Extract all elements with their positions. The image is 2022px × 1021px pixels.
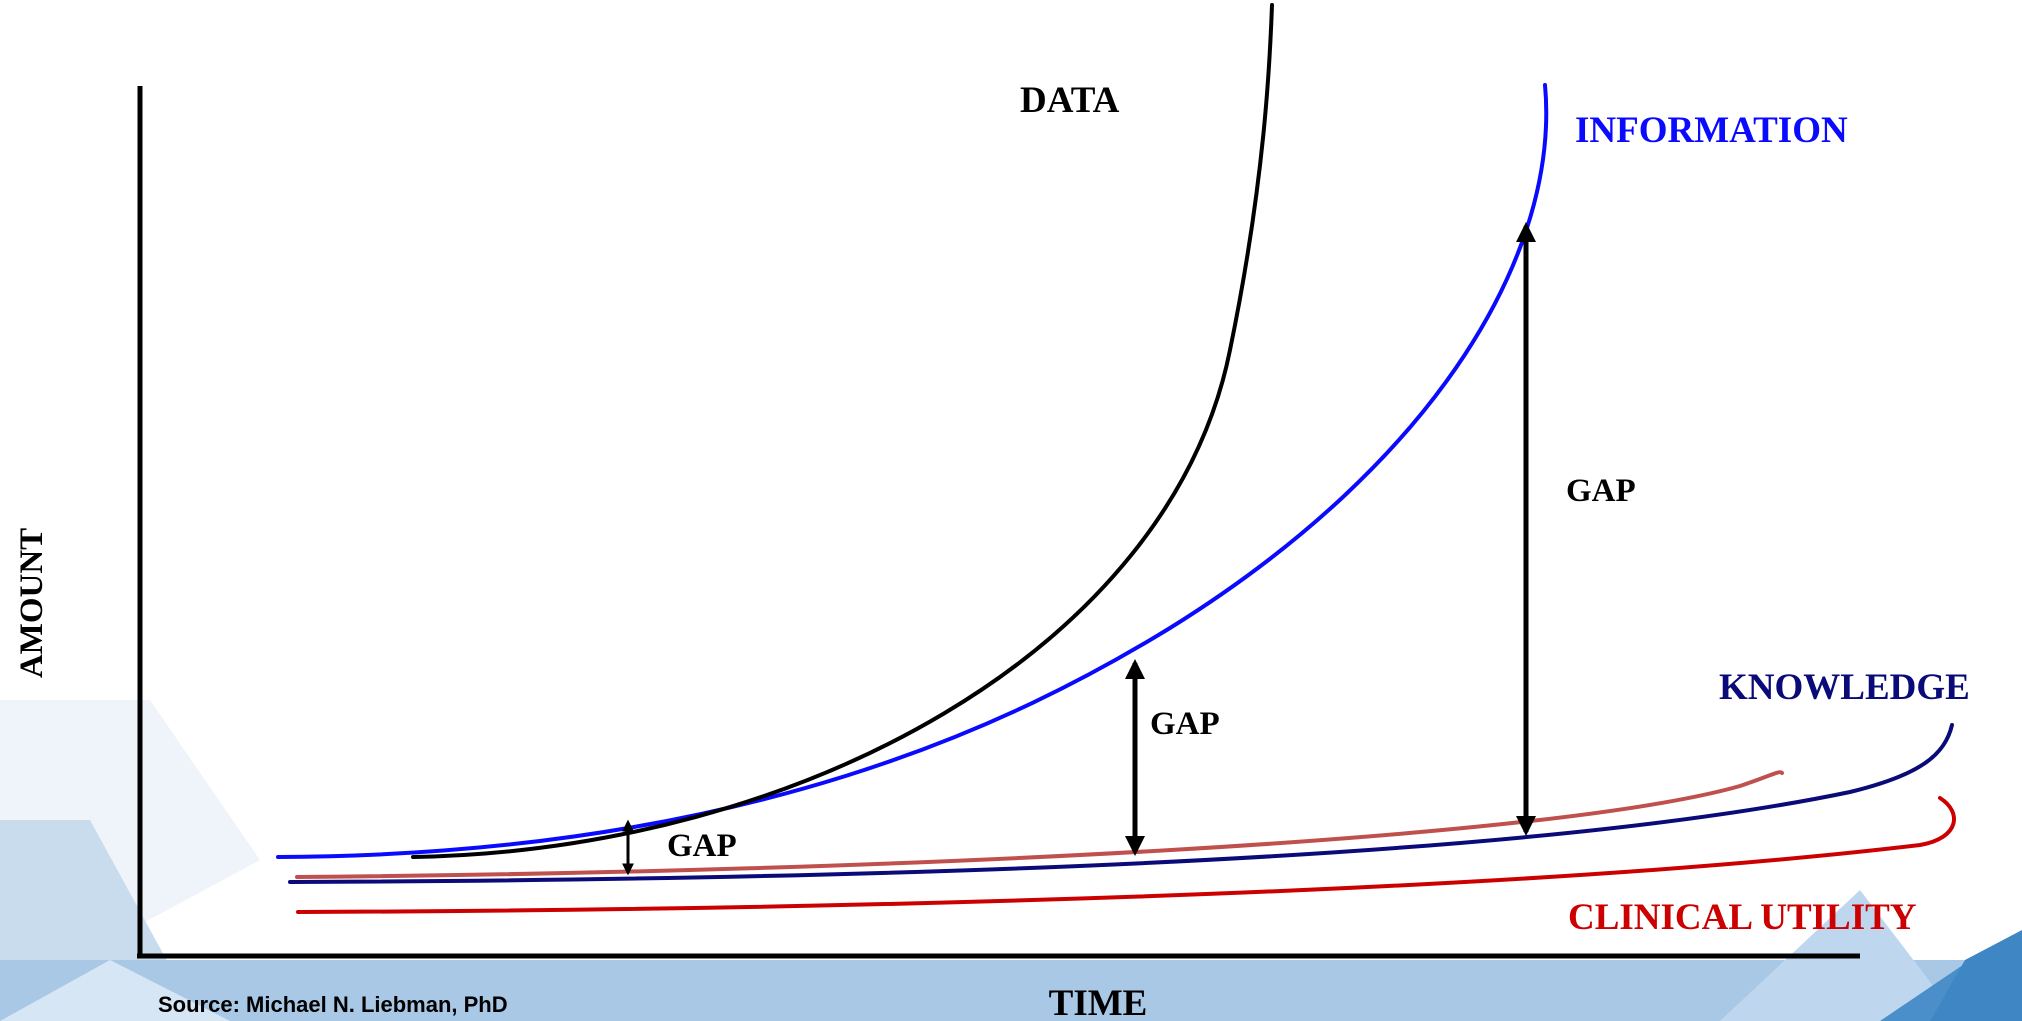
source-note: Source: Michael N. Liebman, PhD xyxy=(158,992,508,1017)
clinical-utility-label: CLINICAL UTILITY xyxy=(1568,897,1917,938)
knowledge-curve xyxy=(288,723,1954,884)
x-axis-label: TIME xyxy=(1049,983,1148,1021)
knowledge-upper-curve xyxy=(295,770,1784,879)
gap-label-medium: GAP xyxy=(1150,706,1220,742)
knowledge-label: KNOWLEDGE xyxy=(1719,667,1970,708)
gap-arrows xyxy=(622,222,1536,876)
clinical-utility-curve xyxy=(296,796,1956,914)
background-decoration xyxy=(0,700,2022,1021)
data-curve xyxy=(411,3,1274,859)
gap-label-small: GAP xyxy=(667,828,737,864)
gap-label-large: GAP xyxy=(1566,473,1636,509)
information-curve xyxy=(276,83,1549,859)
curves xyxy=(276,3,1956,914)
information-label: INFORMATION xyxy=(1575,110,1848,151)
data-label: DATA xyxy=(1020,80,1120,121)
y-axis-label: AMOUNT xyxy=(14,528,50,678)
axes xyxy=(137,86,1860,959)
